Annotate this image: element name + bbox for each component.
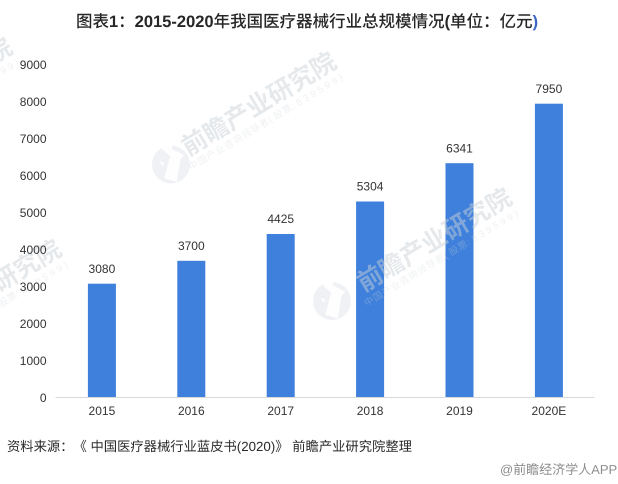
svg-text:4425: 4425: [267, 212, 294, 226]
svg-text:6000: 6000: [20, 169, 47, 183]
svg-text:0: 0: [40, 391, 47, 405]
svg-text:2020E: 2020E: [532, 404, 567, 418]
svg-text:8000: 8000: [20, 95, 47, 109]
svg-text:7950: 7950: [536, 82, 563, 96]
svg-text:4000: 4000: [20, 243, 47, 257]
svg-text:2019: 2019: [446, 404, 473, 418]
svg-text:1000: 1000: [20, 354, 47, 368]
svg-text:3700: 3700: [178, 239, 205, 253]
svg-text:5304: 5304: [357, 180, 384, 194]
svg-text:2018: 2018: [357, 404, 384, 418]
svg-text:6341: 6341: [446, 141, 473, 155]
svg-text:3080: 3080: [89, 262, 116, 276]
svg-text:3000: 3000: [20, 280, 47, 294]
svg-text:2017: 2017: [267, 404, 294, 418]
svg-text:9000: 9000: [20, 58, 47, 72]
svg-text:5000: 5000: [20, 206, 47, 220]
svg-text:2015: 2015: [89, 404, 116, 418]
svg-text:2000: 2000: [20, 317, 47, 331]
svg-text:7000: 7000: [20, 132, 47, 146]
svg-text:2016: 2016: [178, 404, 205, 418]
